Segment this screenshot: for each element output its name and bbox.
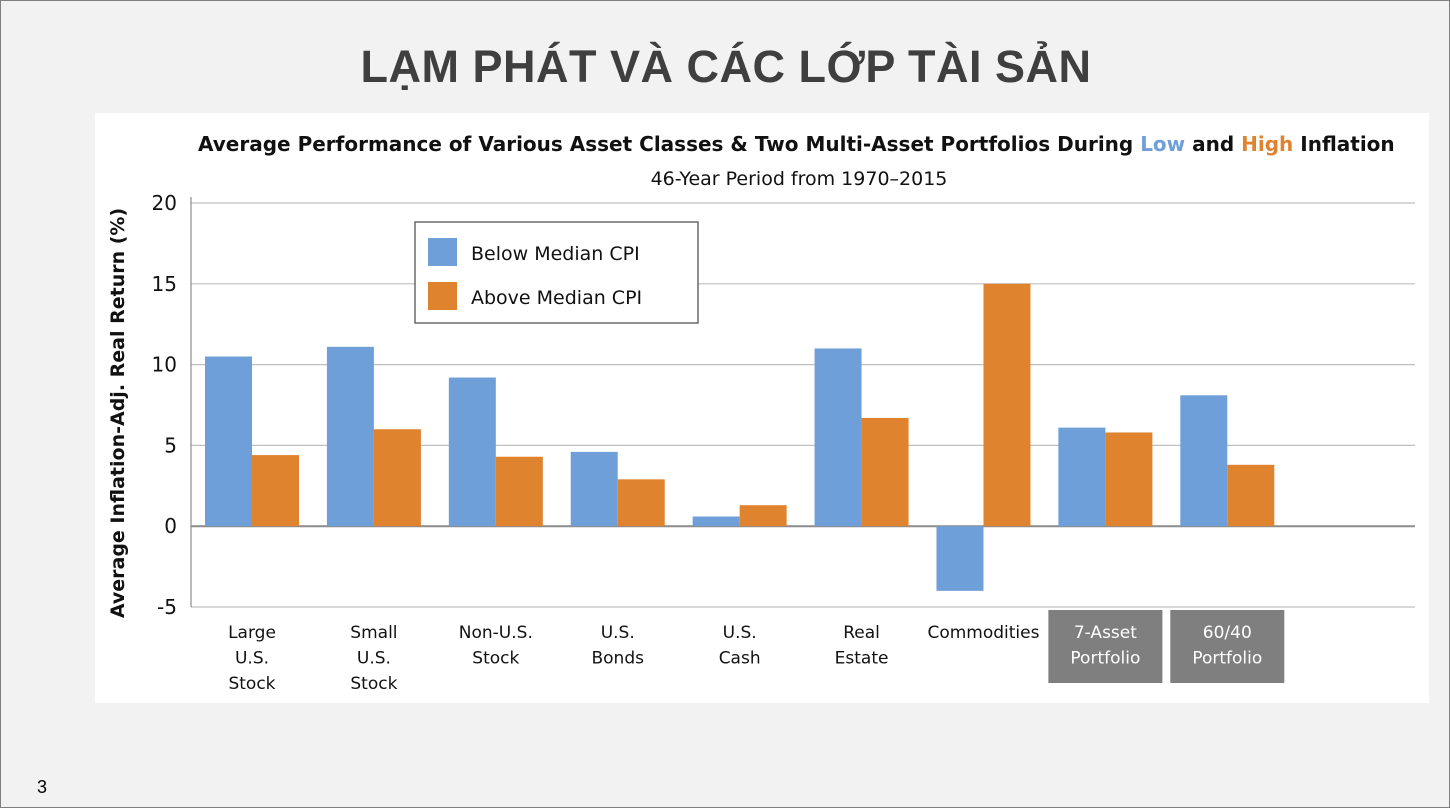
category-label: Commodities <box>927 623 1039 643</box>
bar-below-median <box>1180 395 1228 527</box>
bar-above-median <box>252 455 299 527</box>
bar-chart: Average Performance of Various Asset Cla… <box>107 132 1415 694</box>
page-number: 3 <box>37 777 48 797</box>
bar-below-median <box>448 377 496 527</box>
y-tick-label: 20 <box>152 191 177 215</box>
bar-above-median <box>495 456 543 527</box>
chart-title-part-3: High <box>1241 132 1293 156</box>
category-label: Small <box>350 623 397 643</box>
legend-swatch <box>428 282 457 310</box>
chart-subtitle: 46-Year Period from 1970–2015 <box>651 168 948 190</box>
legend-swatch <box>428 238 457 266</box>
chart-panel: Average Performance of Various Asset Cla… <box>95 113 1429 703</box>
category-label: Stock <box>472 649 519 669</box>
bar-below-median <box>326 346 374 527</box>
portfolio-label-box <box>1048 610 1163 683</box>
y-tick-label: 15 <box>152 272 177 296</box>
category-label: Bonds <box>591 649 644 669</box>
category-label: U.S. <box>357 649 391 669</box>
y-tick-label: 0 <box>164 514 177 538</box>
bar-above-median <box>373 429 421 527</box>
bar-below-median <box>692 516 740 527</box>
category-label: Cash <box>719 649 761 669</box>
slide-title: LẠM PHÁT VÀ CÁC LỚP TÀI SẢN <box>360 41 1092 92</box>
category-label: Large <box>228 623 276 643</box>
y-tick-label: -5 <box>157 595 177 619</box>
category-label: Non-U.S. <box>459 623 533 643</box>
category-label: 60/40 <box>1203 623 1252 643</box>
chart-title-part-4: Inflation <box>1293 132 1394 156</box>
bar-above-median <box>983 283 1031 527</box>
category-label: Real <box>843 623 880 643</box>
bar-above-median <box>617 479 665 527</box>
category-label: U.S. <box>601 623 635 643</box>
category-label: 7-Asset <box>1074 623 1137 643</box>
bar-above-median <box>1105 432 1153 527</box>
legend-box <box>414 221 699 324</box>
legend-label: Above Median CPI <box>471 287 642 309</box>
legend-label: Below Median CPI <box>471 243 640 265</box>
bar-above-median <box>861 417 909 527</box>
chart-title-part-2: and <box>1185 132 1241 156</box>
bar-above-median <box>739 505 787 527</box>
y-tick-label: 5 <box>164 433 177 457</box>
chart-title-part-1: Low <box>1140 132 1185 156</box>
y-tick-label: 10 <box>152 353 177 377</box>
category-label: Portfolio <box>1070 649 1140 669</box>
bar-below-median <box>814 348 862 527</box>
portfolio-label-box <box>1170 610 1285 683</box>
chart-title: Average Performance of Various Asset Cla… <box>198 132 1395 156</box>
bar-below-median <box>205 356 252 527</box>
category-label: U.S. <box>723 623 757 643</box>
bar-below-median <box>1058 427 1106 527</box>
category-label: Portfolio <box>1192 649 1262 669</box>
bar-below-median <box>570 451 618 527</box>
bar-below-median <box>936 526 984 591</box>
category-label: Estate <box>835 649 889 669</box>
category-label: Stock <box>228 674 275 694</box>
bar-above-median <box>1227 464 1275 527</box>
category-label: Stock <box>350 674 397 694</box>
category-label: U.S. <box>235 649 269 669</box>
y-axis-label: Average Inflation-Adj. Real Return (%) <box>107 208 129 618</box>
chart-title-part-0: Average Performance of Various Asset Cla… <box>198 132 1140 156</box>
